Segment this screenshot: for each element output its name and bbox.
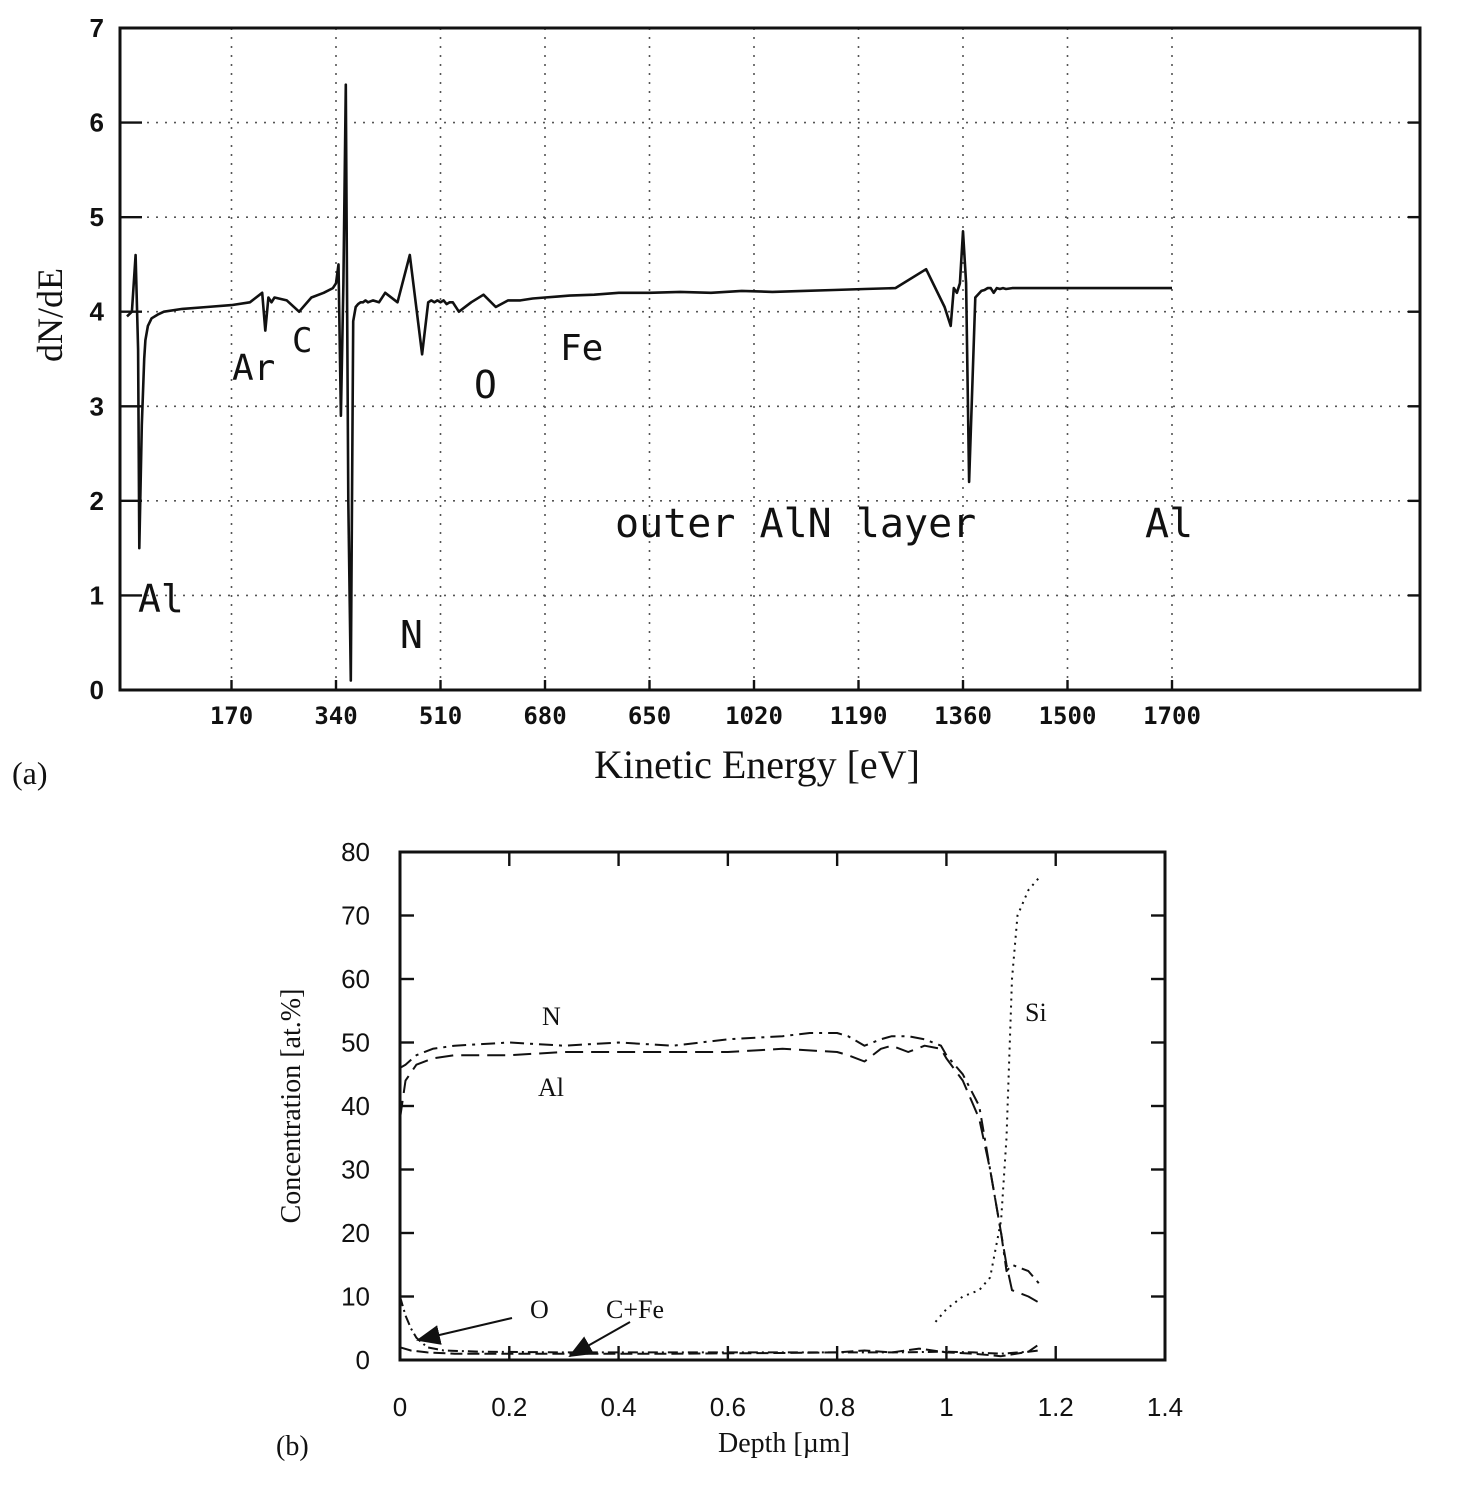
panel-b-series xyxy=(399,876,1041,1358)
y-tick-label: 80 xyxy=(341,837,370,867)
y-tick-label: 0 xyxy=(90,675,104,705)
series-label-al: Al xyxy=(538,1073,564,1102)
annotation-outer-aln-layer: outer AlN layer xyxy=(615,501,976,547)
panel-b-x-tick-labels: 0 0.2 0.4 0.6 0.8 1 1.2 1.4 xyxy=(393,1392,1183,1422)
x-tick-label: 0.8 xyxy=(819,1392,855,1422)
panel-a-y-axis-label: dN/dE xyxy=(30,268,70,362)
panel-a-label: (a) xyxy=(12,755,48,791)
series-line-si xyxy=(934,876,1041,1323)
y-tick-label: 0 xyxy=(356,1345,370,1375)
x-tick-label: 1.4 xyxy=(1147,1392,1183,1422)
panel-b-frame xyxy=(398,850,1167,1362)
panel-b-label: (b) xyxy=(276,1431,309,1462)
x-tick-label: 510 xyxy=(419,702,462,730)
y-tick-label: 20 xyxy=(341,1218,370,1248)
panel-b-y-axis-label: Concentration [at.%] xyxy=(276,989,307,1224)
series-line-al xyxy=(399,1044,1040,1304)
x-tick-label: 1700 xyxy=(1143,702,1201,730)
annotation-ar: Ar xyxy=(232,348,275,389)
annotation-c: C xyxy=(292,321,312,361)
annotation-al-low: Al xyxy=(138,577,184,621)
y-tick-label: 40 xyxy=(341,1091,370,1121)
panel-a-x-tick-labels: 170 340 510 680 650 1020 1190 1360 1500 1700 xyxy=(210,702,1201,730)
x-tick-label: 1190 xyxy=(830,702,888,730)
x-tick-label: 680 xyxy=(523,702,566,730)
panel-a-grid xyxy=(120,28,1420,690)
annotation-fe: Fe xyxy=(560,328,603,369)
series-label-n: N xyxy=(542,1002,561,1031)
arrow-cfe xyxy=(568,1321,631,1357)
panel-a-frame xyxy=(118,26,1422,692)
x-tick-label: 1360 xyxy=(934,702,992,730)
x-tick-label: 0.2 xyxy=(491,1392,527,1422)
panel-a-ticks xyxy=(120,26,1420,692)
panel-a-spectrum: 0 1 2 3 4 5 6 7 170 340 510 680 650 1020 1190 1360 1500… xyxy=(12,13,1422,791)
y-tick-label: 1 xyxy=(90,580,104,610)
x-tick-label: 1500 xyxy=(1039,702,1097,730)
x-tick-label: 0.6 xyxy=(710,1392,746,1422)
panel-b-ticks xyxy=(398,850,1167,1362)
series-line-n xyxy=(399,1032,1041,1285)
annotation-o-label: O xyxy=(530,1295,549,1324)
x-tick-label: 1020 xyxy=(725,702,783,730)
x-tick-label: 0.4 xyxy=(600,1392,636,1422)
y-tick-label: 2 xyxy=(90,486,104,516)
y-tick-label: 30 xyxy=(341,1155,370,1185)
y-tick-label: 10 xyxy=(341,1282,370,1312)
panel-a-y-tick-labels: 0 1 2 3 4 5 6 7 xyxy=(90,13,105,705)
x-tick-label: 170 xyxy=(210,702,253,730)
y-tick-label: 3 xyxy=(90,391,104,421)
panel-b-depth-profile: 0 10 20 30 40 50 60 70 80 0 0.2 0.4 0.6 0.8 1 1.2 1.4 N… xyxy=(276,837,1183,1462)
y-tick-label: 4 xyxy=(90,297,105,327)
y-tick-label: 5 xyxy=(90,202,104,232)
y-tick-label: 70 xyxy=(341,901,370,931)
x-tick-label: 1 xyxy=(939,1392,953,1422)
y-tick-label: 7 xyxy=(90,13,104,43)
series-label-si: Si xyxy=(1025,998,1047,1027)
annotation-cfe-label: C+Fe xyxy=(606,1295,664,1324)
annotation-al-high: Al xyxy=(1145,501,1193,547)
spectrum-line xyxy=(126,83,1172,682)
x-tick-label: 1.2 xyxy=(1038,1392,1074,1422)
x-tick-label: 650 xyxy=(628,702,671,730)
y-tick-label: 6 xyxy=(90,108,104,138)
arrow-o xyxy=(416,1317,513,1345)
panel-b-y-tick-labels: 0 10 20 30 40 50 60 70 80 xyxy=(341,837,370,1375)
x-tick-label: 0 xyxy=(393,1392,407,1422)
y-tick-label: 50 xyxy=(341,1028,370,1058)
y-tick-label: 60 xyxy=(341,964,370,994)
panel-a-x-axis-label: Kinetic Energy [eV] xyxy=(594,742,920,787)
panel-a-series xyxy=(126,83,1172,682)
series-line-o xyxy=(399,1296,1040,1355)
annotation-n: N xyxy=(400,613,423,657)
x-tick-label: 340 xyxy=(314,702,357,730)
series-line-c-fe xyxy=(399,1343,1040,1358)
annotation-o: O xyxy=(474,363,497,407)
panel-b-x-axis-label: Depth [µm] xyxy=(718,1428,850,1459)
